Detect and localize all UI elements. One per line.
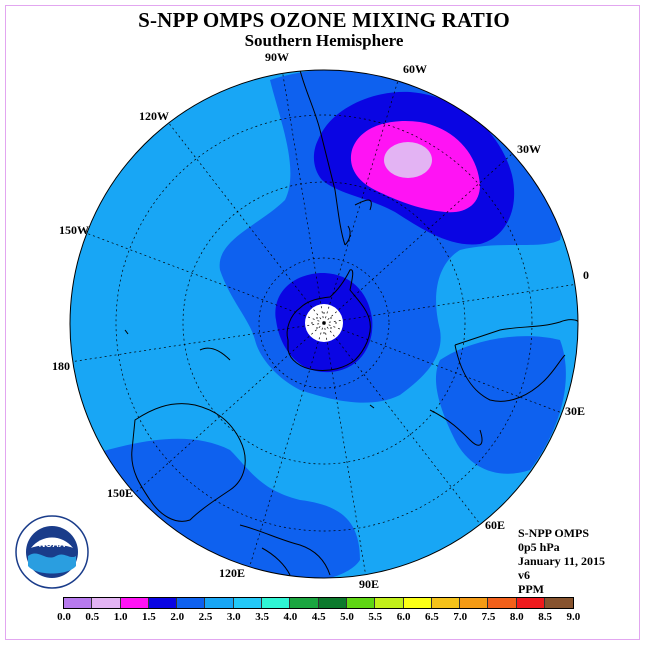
color-scale-segment [177, 598, 206, 608]
lon-label-180: 180 [52, 359, 70, 373]
color-scale-segment [488, 598, 517, 608]
color-scale-bar [63, 597, 575, 609]
lon-label-90w: 90W [265, 50, 289, 64]
page-frame [5, 5, 640, 640]
lon-label-120w: 120W [139, 109, 169, 123]
lon-label-30e: 30E [565, 404, 586, 418]
color-scale-segment [460, 598, 489, 608]
lon-label-120e: 120E [219, 566, 246, 580]
lon-label-60w: 60W [403, 62, 427, 76]
color-scale-segment [318, 598, 347, 608]
color-scale-tick-label: 7.5 [481, 611, 496, 623]
page-subtitle: Southern Hemisphere [244, 31, 404, 50]
page-title: S-NPP OMPS OZONE MIXING RATIO [138, 8, 510, 32]
color-scale-segment [92, 598, 121, 608]
color-scale-segment [290, 598, 319, 608]
color-scale-segment [375, 598, 404, 608]
color-scale-ticks: 0.0 0.5 1.0 1.5 2.0 2.5 3.0 3.5 4.0 4.5 5.0 5.5 6.0 6… [0, 611, 648, 625]
color-scale-tick-label: 3.5 [255, 611, 269, 623]
meridians [70, 70, 578, 578]
color-scale-segment [64, 598, 93, 608]
color-scale-tick-label: 6.0 [396, 611, 411, 623]
info-block: S-NPP OMPS 0p5 hPa January 11, 2015 v6 P… [518, 526, 605, 596]
color-scale-tick-label: 0.5 [85, 611, 100, 623]
lon-label-90e: 90E [359, 577, 380, 591]
color-scale-segment [431, 598, 461, 608]
lon-label-0: 0 [583, 268, 589, 282]
color-scale-segment [205, 598, 234, 608]
lon-label-150w: 150W [59, 223, 89, 237]
color-scale-tick-label: 1.0 [113, 611, 128, 623]
lon-label-150e: 150E [107, 486, 134, 500]
color-scale-tick-label: 8.0 [509, 611, 524, 623]
color-scale-tick-label: 4.0 [283, 611, 298, 623]
color-scale-segment [516, 598, 546, 608]
color-scale-tick-label: 1.5 [142, 611, 156, 623]
ozone-field [70, 70, 578, 578]
color-scale-segment [262, 598, 291, 608]
color-scale-segment [233, 598, 263, 608]
info-date: January 11, 2015 [518, 554, 606, 568]
info-version: v6 [518, 568, 530, 582]
color-scale-tick-label: 3.0 [226, 611, 241, 623]
color-scale-tick-label: 5.5 [368, 611, 383, 623]
info-level: 0p5 hPa [518, 540, 560, 554]
lon-label-30w: 30W [517, 142, 541, 156]
info-instrument: S-NPP OMPS [518, 526, 589, 540]
color-scale-tick-label: 6.5 [425, 611, 439, 623]
ozone-region-2-5-right [435, 336, 566, 474]
color-scale-tick-label: 7.0 [453, 611, 468, 623]
color-scale-segment [148, 598, 178, 608]
color-scale-tick-label: 2.5 [198, 611, 213, 623]
color-scale-segment [545, 598, 574, 608]
color-scale-tick-label: 8.5 [538, 611, 552, 623]
lon-label-60e: 60E [485, 518, 506, 532]
info-units: PPM [518, 582, 544, 596]
color-scale-tick-label: 0.0 [57, 611, 71, 623]
color-scale-segment [346, 598, 376, 608]
globe-outline [69, 69, 579, 579]
color-scale-tick-label: 5.0 [340, 611, 354, 623]
color-scale-segment [403, 598, 432, 608]
coastlines [124, 70, 578, 576]
ozone-region-0-5 [384, 142, 432, 178]
color-scale-tick-label: 9.0 [566, 611, 581, 623]
color-scale-segment [120, 598, 149, 608]
color-scale-tick-label: 2.0 [170, 611, 185, 623]
color-scale-tick-label: 4.5 [311, 611, 326, 623]
latitude-circles [115, 114, 533, 532]
